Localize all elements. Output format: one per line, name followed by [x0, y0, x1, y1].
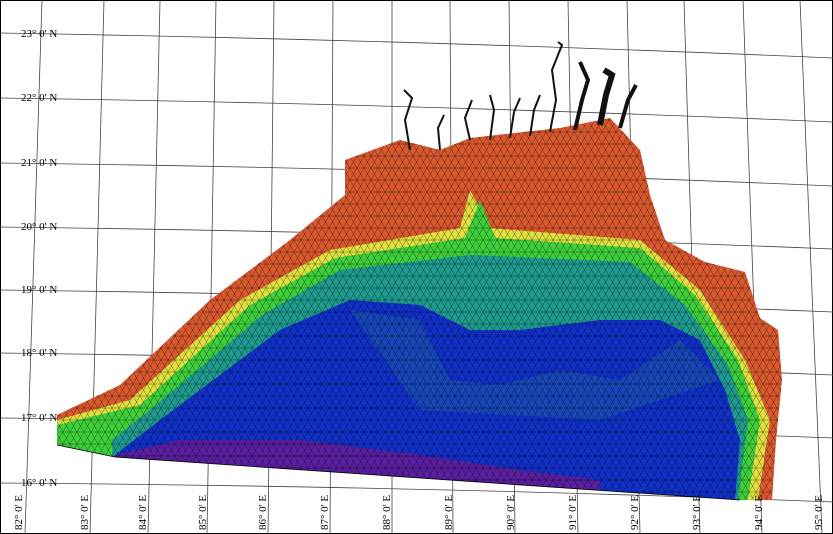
longitude-label: 94° 0' E — [753, 495, 765, 530]
labels: 23° 0' N 22° 0' N 21° 0' N 20° 0' N 19° 0' N… — [13, 28, 825, 530]
latitude-label: 20° 0' N — [21, 221, 57, 233]
latitude-label: 19° 0' N — [21, 284, 57, 296]
rivers — [403, 41, 638, 151]
longitude-label: 90° 0' E — [505, 495, 517, 530]
longitude-label: 93° 0' E — [691, 495, 703, 530]
longitude-label: 89° 0' E — [443, 495, 455, 530]
longitude-label: 88° 0' E — [381, 495, 393, 530]
longitude-label: 83° 0' E — [79, 495, 91, 530]
longitude-label: 91° 0' E — [567, 495, 579, 530]
longitude-label: 95° 0' E — [813, 495, 825, 530]
latitude-label: 21° 0' N — [21, 157, 57, 169]
longitude-label: 92° 0' E — [629, 495, 641, 530]
longitude-label: 84° 0' E — [137, 495, 149, 530]
longitude-label: 85° 0' E — [197, 495, 209, 530]
latitude-label: 22° 0' N — [21, 92, 57, 104]
latitude-label: 17° 0' N — [21, 412, 57, 424]
boundary — [56, 444, 741, 501]
longitude-label: 87° 0' E — [319, 495, 331, 530]
latitude-label: 23° 0' N — [21, 28, 57, 40]
latitude-label: 16° 0' N — [21, 477, 57, 489]
longitude-label: 82° 0' E — [13, 495, 25, 530]
latitude-label: 18° 0' N — [21, 347, 57, 359]
longitude-label: 86° 0' E — [257, 495, 269, 530]
